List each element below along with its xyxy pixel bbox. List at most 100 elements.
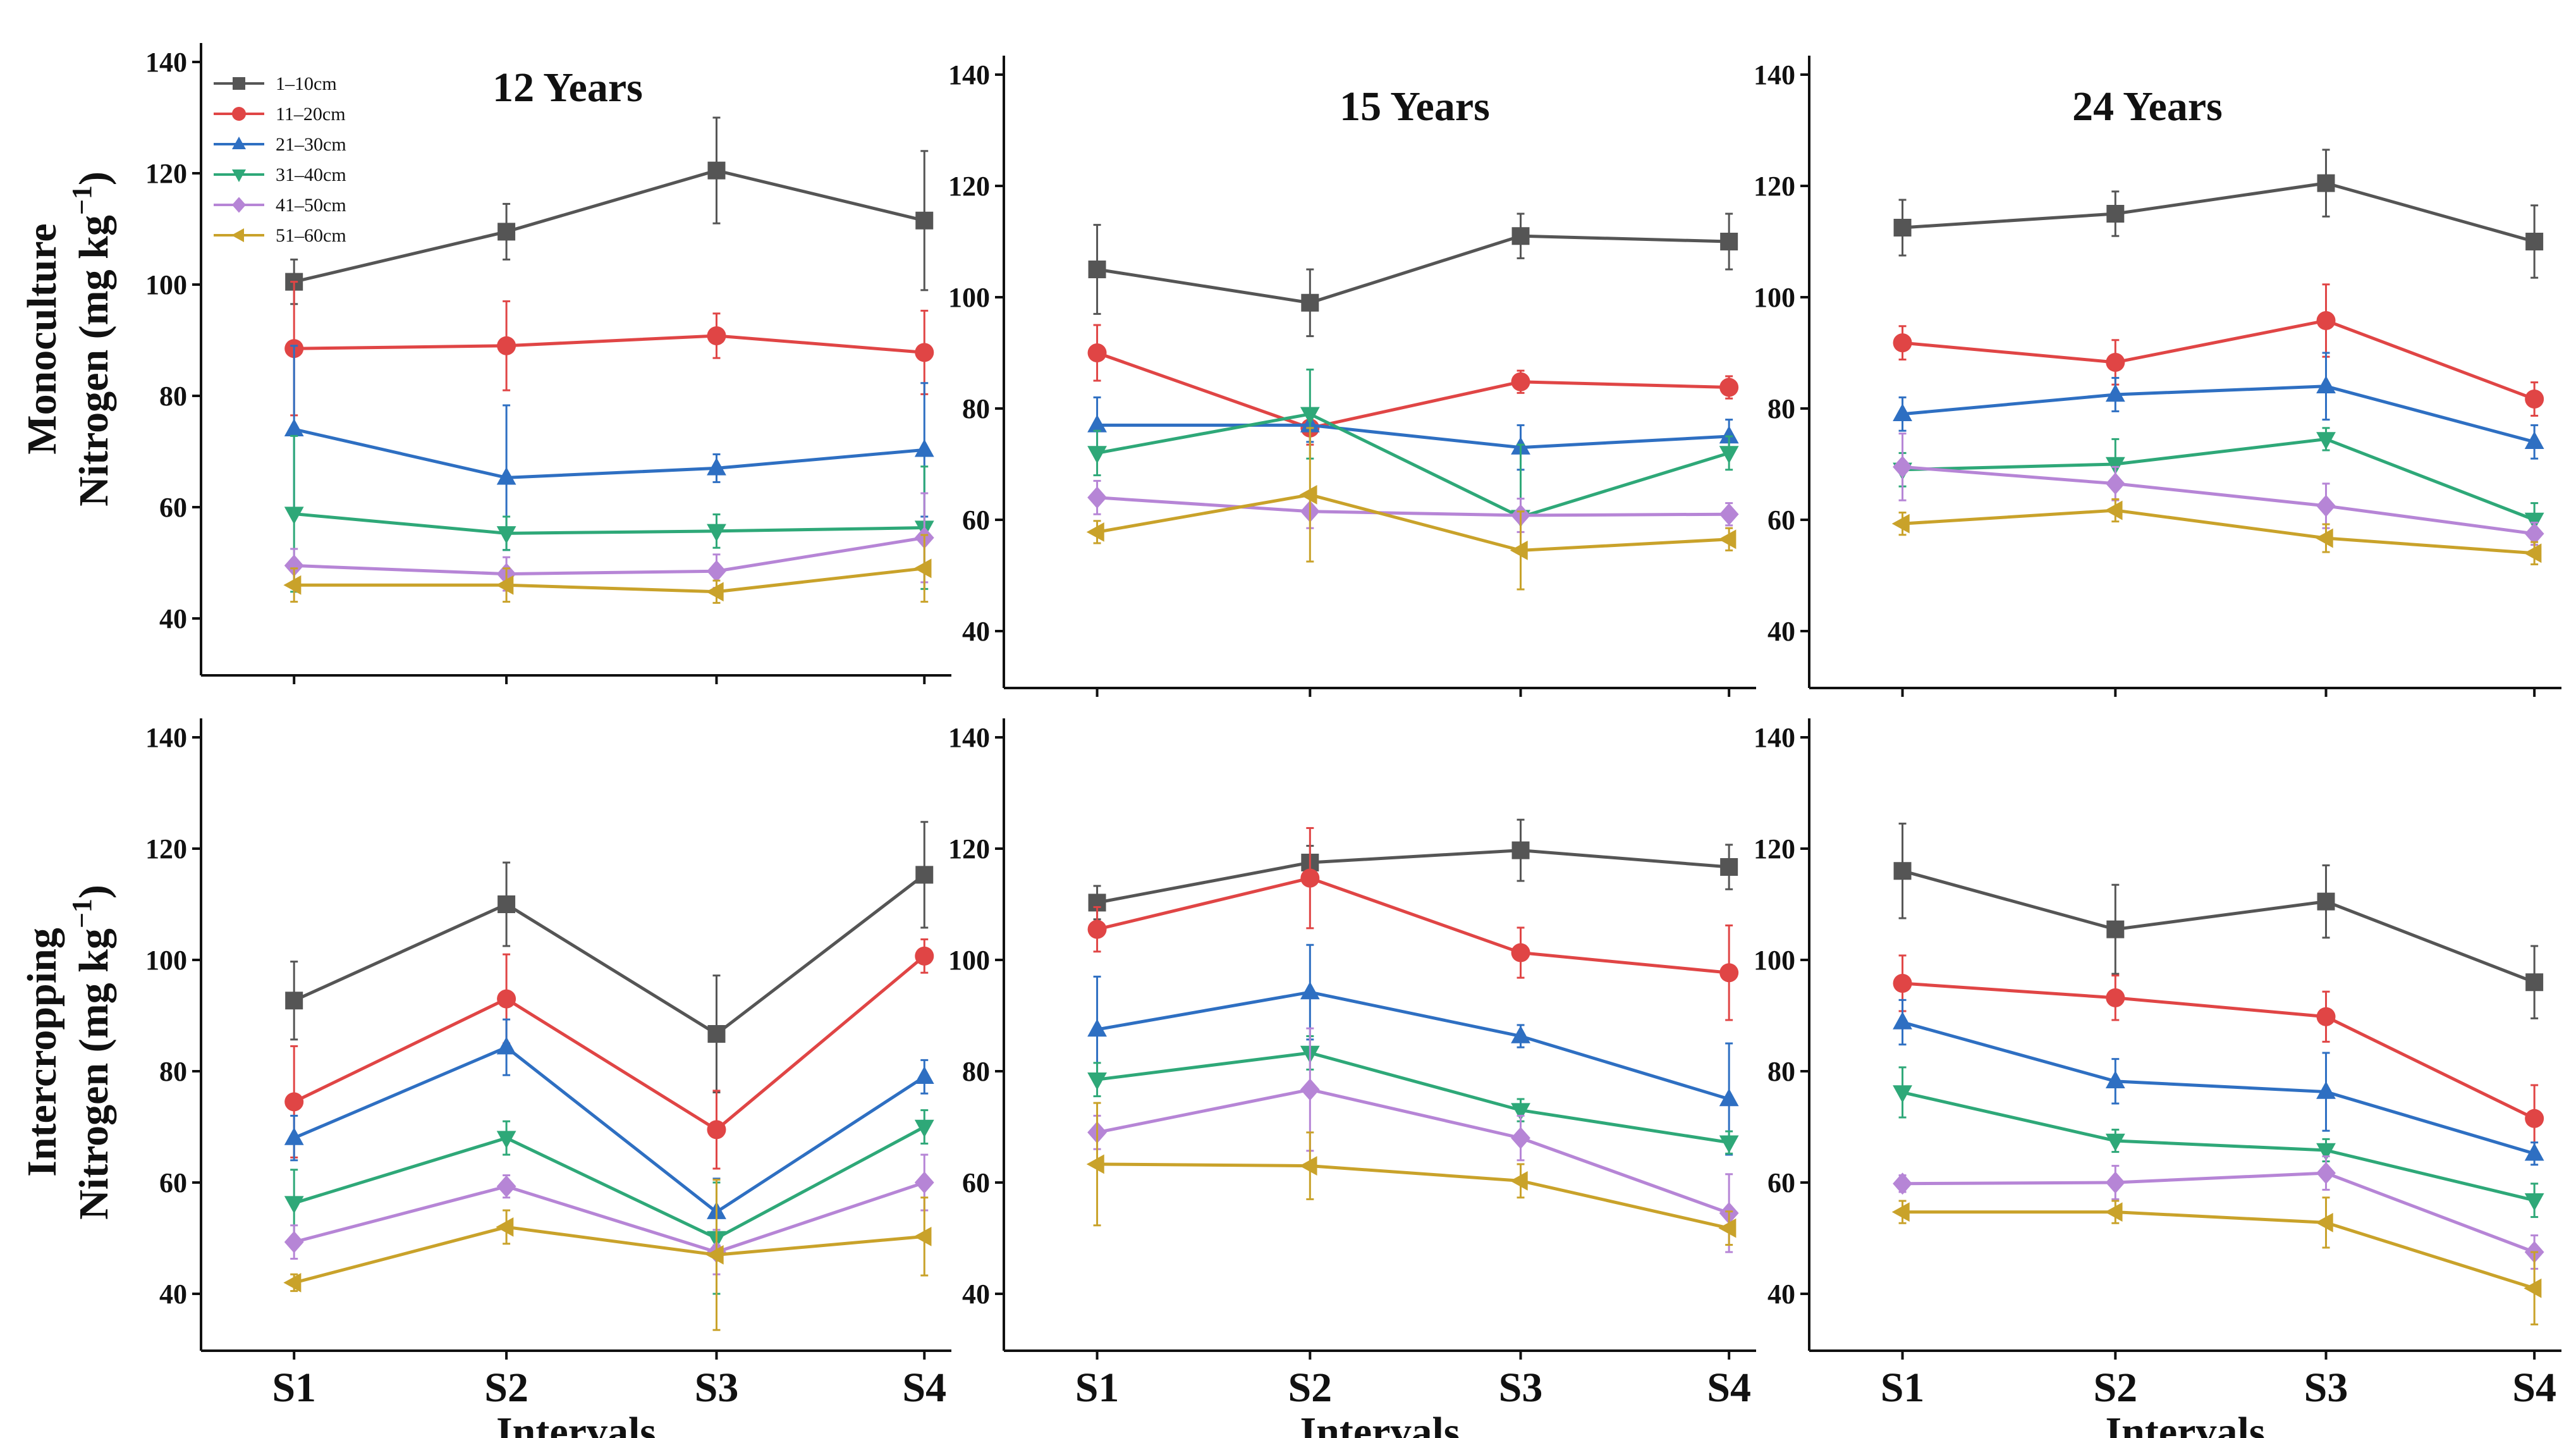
series-4 [284,1109,934,1295]
legend-item-3: 21–30cm [214,134,346,155]
legend-label: 21–30cm [276,134,346,155]
data-point [2317,174,2335,192]
series-line [1097,990,1730,1101]
data-point [1511,943,1530,962]
data-point [1300,1078,1320,1101]
y-tick-label: 120 [948,171,990,202]
series-line [294,334,925,354]
x-tick-label: S4 [1707,1365,1751,1411]
data-point [915,343,934,362]
data-point [1087,1019,1107,1037]
series-6 [1891,498,2542,565]
series-2 [1893,954,2544,1153]
data-point [2316,310,2336,330]
legend-label: 31–40cm [276,164,346,185]
data-point [284,507,304,525]
series-3 [1893,999,2544,1166]
data-point [1720,858,1738,876]
data-point [496,1131,516,1149]
x-tick-label: S4 [2512,1365,2556,1411]
y-tick-label: 60 [1767,505,1795,536]
data-point [1088,894,1106,912]
series-line [293,169,925,284]
data-point [1087,446,1107,464]
data-point [496,526,516,544]
data-point [1299,1156,1317,1176]
data-point [2105,457,2125,475]
row-label-line1: Intercropping [19,928,65,1177]
series-line [294,567,925,594]
series-4 [1893,1066,2544,1219]
data-point [1718,529,1737,550]
data-point [1893,219,1912,237]
data-point [497,336,516,355]
series-line [1902,319,2536,401]
data-point [2524,1193,2544,1211]
data-point [1893,973,1912,993]
legend-marker [232,107,246,121]
series-line [1902,508,2535,555]
x-tick-label: S1 [272,1365,316,1411]
data-point [1087,414,1107,433]
data-point [914,1171,934,1194]
y-tick-label: 80 [159,381,187,412]
data-point [707,524,726,542]
panels: 40 60 80 100 120 140 12 Years 40 60 80 100 120 140 15… [145,43,2561,1438]
y-tick-label: 120 [145,833,187,864]
data-point [707,560,726,582]
y-tick-label: 140 [1754,59,1795,90]
series-1 [285,821,934,1093]
data-point [2316,1081,2336,1099]
y-tick-label: 60 [159,1167,187,1198]
x-tick-label: S3 [2304,1365,2348,1411]
panel-title: 12 Years [492,65,643,111]
data-point [284,419,304,436]
legend-item-1: 1–10cm [214,73,337,94]
series-line [1097,849,1730,904]
data-point [284,1231,304,1253]
series-3 [284,1018,934,1246]
data-point [2105,1133,2125,1152]
data-point [2525,233,2544,250]
series-line [1902,465,2535,536]
legend-item-6: 51–60cm [214,225,346,246]
data-point [1511,1103,1530,1121]
data-point [1719,446,1739,464]
series-line [1097,1162,1730,1230]
row-label-line1: Monoculture [19,223,65,454]
series-line [1901,869,2536,984]
data-point [497,989,516,1009]
y-tick-label: 100 [1754,282,1795,313]
series-line [293,427,925,479]
x-tick-label: S1 [1075,1365,1120,1411]
data-point [496,1175,516,1198]
y-tick-label: 140 [145,722,187,753]
series-line [1901,1021,2535,1155]
y-tick-label: 60 [962,505,990,536]
data-point [915,946,934,966]
series-1 [1893,822,2544,1019]
series-line [294,536,925,576]
data-point [1719,1088,1739,1107]
data-point [283,1273,302,1293]
series-2 [1893,283,2544,417]
x-tick-label: S4 [902,1365,946,1411]
data-point [2105,1071,2125,1089]
chart-panel-5: 40 60 80 100 120 140 S1 S2 S3 S4 Intervals [948,718,1756,1438]
series-line [1902,181,2535,243]
data-point [2316,376,2336,393]
data-point [2315,528,2333,548]
y-tick-label: 120 [948,833,990,864]
series-1 [1088,818,1738,921]
data-point [2316,495,2336,517]
data-point [1893,1085,1912,1103]
data-point [2106,352,2125,372]
data-point [1511,1127,1530,1150]
data-point [2104,1202,2123,1222]
series-5 [284,492,934,592]
series-line [293,1181,925,1254]
data-point [1719,963,1739,983]
y-tick-label: 140 [145,47,187,78]
data-point [1087,919,1107,939]
series-line [293,512,925,535]
